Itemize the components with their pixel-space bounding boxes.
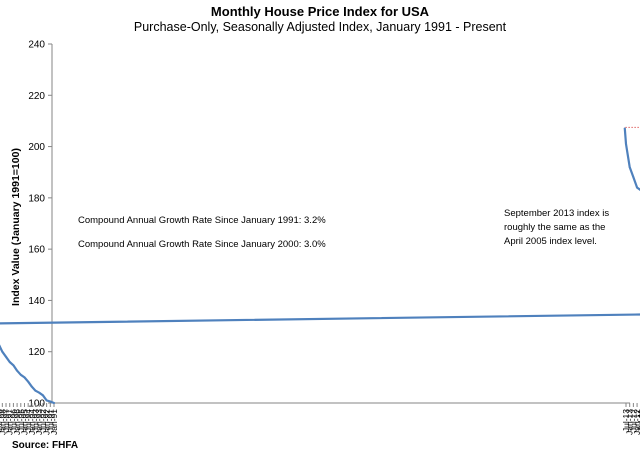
x-tick-label: Jul-94 xyxy=(23,409,33,432)
x-tick-label: Jan-13 xyxy=(625,409,635,435)
axes xyxy=(51,44,630,404)
data-point xyxy=(628,166,631,169)
data-point xyxy=(632,176,635,179)
x-tick-label: Jan-95 xyxy=(19,409,29,435)
x-tick-label: Jan-12 xyxy=(632,409,640,435)
annotation-line: roughly the same as the xyxy=(504,222,606,233)
data-point xyxy=(636,186,638,189)
data-point xyxy=(31,385,33,388)
chart-title: Monthly House Price Index for USA xyxy=(210,4,430,19)
annotation-line: September 2013 index is xyxy=(504,208,610,219)
annotation-cagr-1991: Compound Annual Growth Rate Since Januar… xyxy=(78,215,326,226)
series-lines xyxy=(0,127,640,405)
data-point xyxy=(12,364,15,367)
data-point xyxy=(623,127,626,130)
data-point xyxy=(34,389,37,392)
data-point xyxy=(53,402,55,404)
data-point xyxy=(23,376,26,379)
x-tick-label: Jan-91 xyxy=(49,409,59,435)
source-note: Source: FHFA xyxy=(12,440,79,451)
y-tick-label: 220 xyxy=(28,91,45,102)
y-axis-label: Index Value (January 1991=100) xyxy=(10,148,22,306)
x-axis-ticks: Jan-91Jul-91Jan-92Jul-92Jan-93Jul-93Jan-… xyxy=(0,403,640,435)
x-tick-label: Jul-93 xyxy=(31,409,41,432)
data-point xyxy=(27,380,30,383)
x-tick-label: Jul-12 xyxy=(628,409,638,432)
x-tick-label: Jul-13 xyxy=(621,409,631,432)
x-tick-label: Jan-93 xyxy=(34,409,44,435)
data-point xyxy=(19,373,22,376)
x-tick-label: Jul-96 xyxy=(8,409,18,432)
data-point xyxy=(16,369,18,372)
x-tick-label: Jul-95 xyxy=(16,409,26,432)
y-axis-ticks: 100 120 140 160 180 200 220 240 xyxy=(28,40,52,410)
data-point xyxy=(42,394,44,397)
x-tick-label: Jul-92 xyxy=(38,409,48,432)
chart-subtitle: Purchase-Only, Seasonally Adjusted Index… xyxy=(133,20,507,34)
x-tick-label: Jan-92 xyxy=(42,409,52,435)
data-point xyxy=(45,399,48,402)
x-tick-label: Jul-98 xyxy=(0,409,4,432)
annotation-line: April 2005 index level. xyxy=(504,236,597,247)
data-point xyxy=(5,355,7,358)
x-tick-label: Jul-91 xyxy=(45,409,55,432)
x-tick-label: Jul-11 xyxy=(636,409,640,432)
y-tick-label: 160 xyxy=(28,245,45,256)
data-point xyxy=(49,400,52,403)
annotation-cagr-2000: Compound Annual Growth Rate Since Januar… xyxy=(78,239,326,250)
x-tick-label: Jan-94 xyxy=(27,409,37,435)
data-point xyxy=(38,391,41,394)
data-point xyxy=(1,350,4,353)
x-tick-label: Jul-97 xyxy=(1,409,11,432)
x-tick-label: Jan-96 xyxy=(12,409,22,435)
y-tick-label: 240 xyxy=(28,40,45,51)
y-tick-label: 120 xyxy=(28,347,45,358)
data-point xyxy=(8,361,11,363)
y-tick-label: 100 xyxy=(28,399,45,410)
y-tick-label: 180 xyxy=(28,193,45,204)
y-tick-label: 200 xyxy=(28,142,45,153)
y-tick-label: 140 xyxy=(28,296,45,307)
x-tick-label: Jan-98 xyxy=(0,409,7,435)
annotation-september-2013: September 2013 index is roughly the same… xyxy=(504,207,624,249)
x-tick-label: Jan-97 xyxy=(5,409,15,435)
data-point xyxy=(625,143,627,145)
